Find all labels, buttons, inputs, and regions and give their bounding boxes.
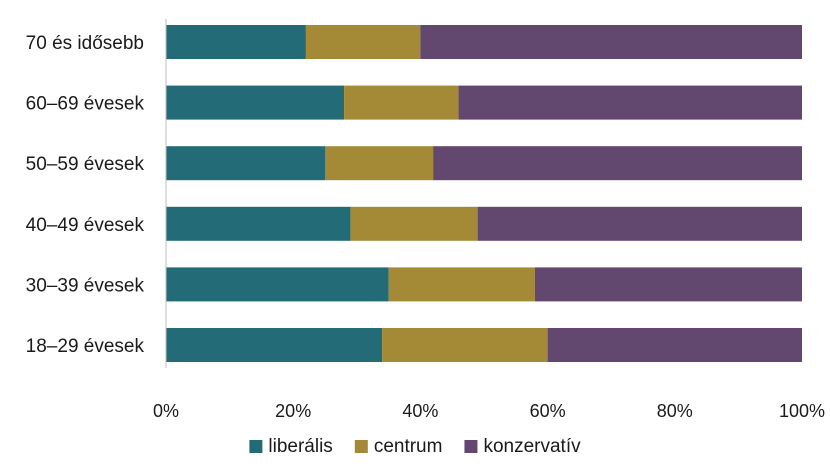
bar-segment (350, 206, 478, 241)
bar-segment (166, 267, 389, 302)
bar-segment (166, 146, 325, 181)
bar-segment (305, 25, 421, 59)
bar-segment (388, 267, 535, 302)
category-labels: 70 és idősebb 60–69 évesek 50–59 évesek 40–… (26, 33, 145, 357)
bar-segment (325, 146, 434, 181)
bar-segment (458, 85, 802, 120)
bar-segment (382, 328, 548, 362)
x-tick-label: 80% (657, 401, 693, 421)
x-tick-label: 100% (779, 401, 825, 421)
bar-segment (477, 206, 802, 241)
bar-segment (166, 206, 351, 241)
category-label: 30–39 évesek (26, 275, 145, 296)
bar-segment (344, 85, 459, 120)
legend-label: centrum (374, 436, 443, 457)
legend-swatch (354, 440, 368, 453)
bar-segment (534, 267, 802, 302)
bars-layer (166, 25, 802, 362)
category-label: 70 és idősebb (26, 33, 144, 54)
bar-segment (547, 328, 802, 362)
bar-segment (166, 85, 345, 120)
category-label: 50–59 évesek (26, 154, 145, 175)
x-tick-label: 60% (530, 401, 566, 421)
category-label: 60–69 évesek (26, 94, 145, 115)
bar-segment (420, 25, 802, 59)
bar-segment (166, 328, 383, 362)
legend-label: konzervatív (483, 436, 581, 457)
bar-segment (166, 25, 306, 59)
legend-label: liberális (268, 436, 332, 457)
bar-segment (433, 146, 802, 181)
category-label: 40–49 évesek (26, 215, 145, 236)
legend: liberális centrum konzervatív (249, 436, 581, 457)
category-label: 18–29 évesek (26, 336, 145, 357)
x-axis-tick-labels: 0% 20% 40% 60% 80% 100% (153, 401, 825, 421)
legend-swatch (249, 440, 263, 453)
x-tick-label: 20% (275, 401, 311, 421)
legend-swatch (464, 440, 478, 453)
x-tick-label: 40% (402, 401, 438, 421)
x-tick-label: 0% (153, 401, 179, 421)
